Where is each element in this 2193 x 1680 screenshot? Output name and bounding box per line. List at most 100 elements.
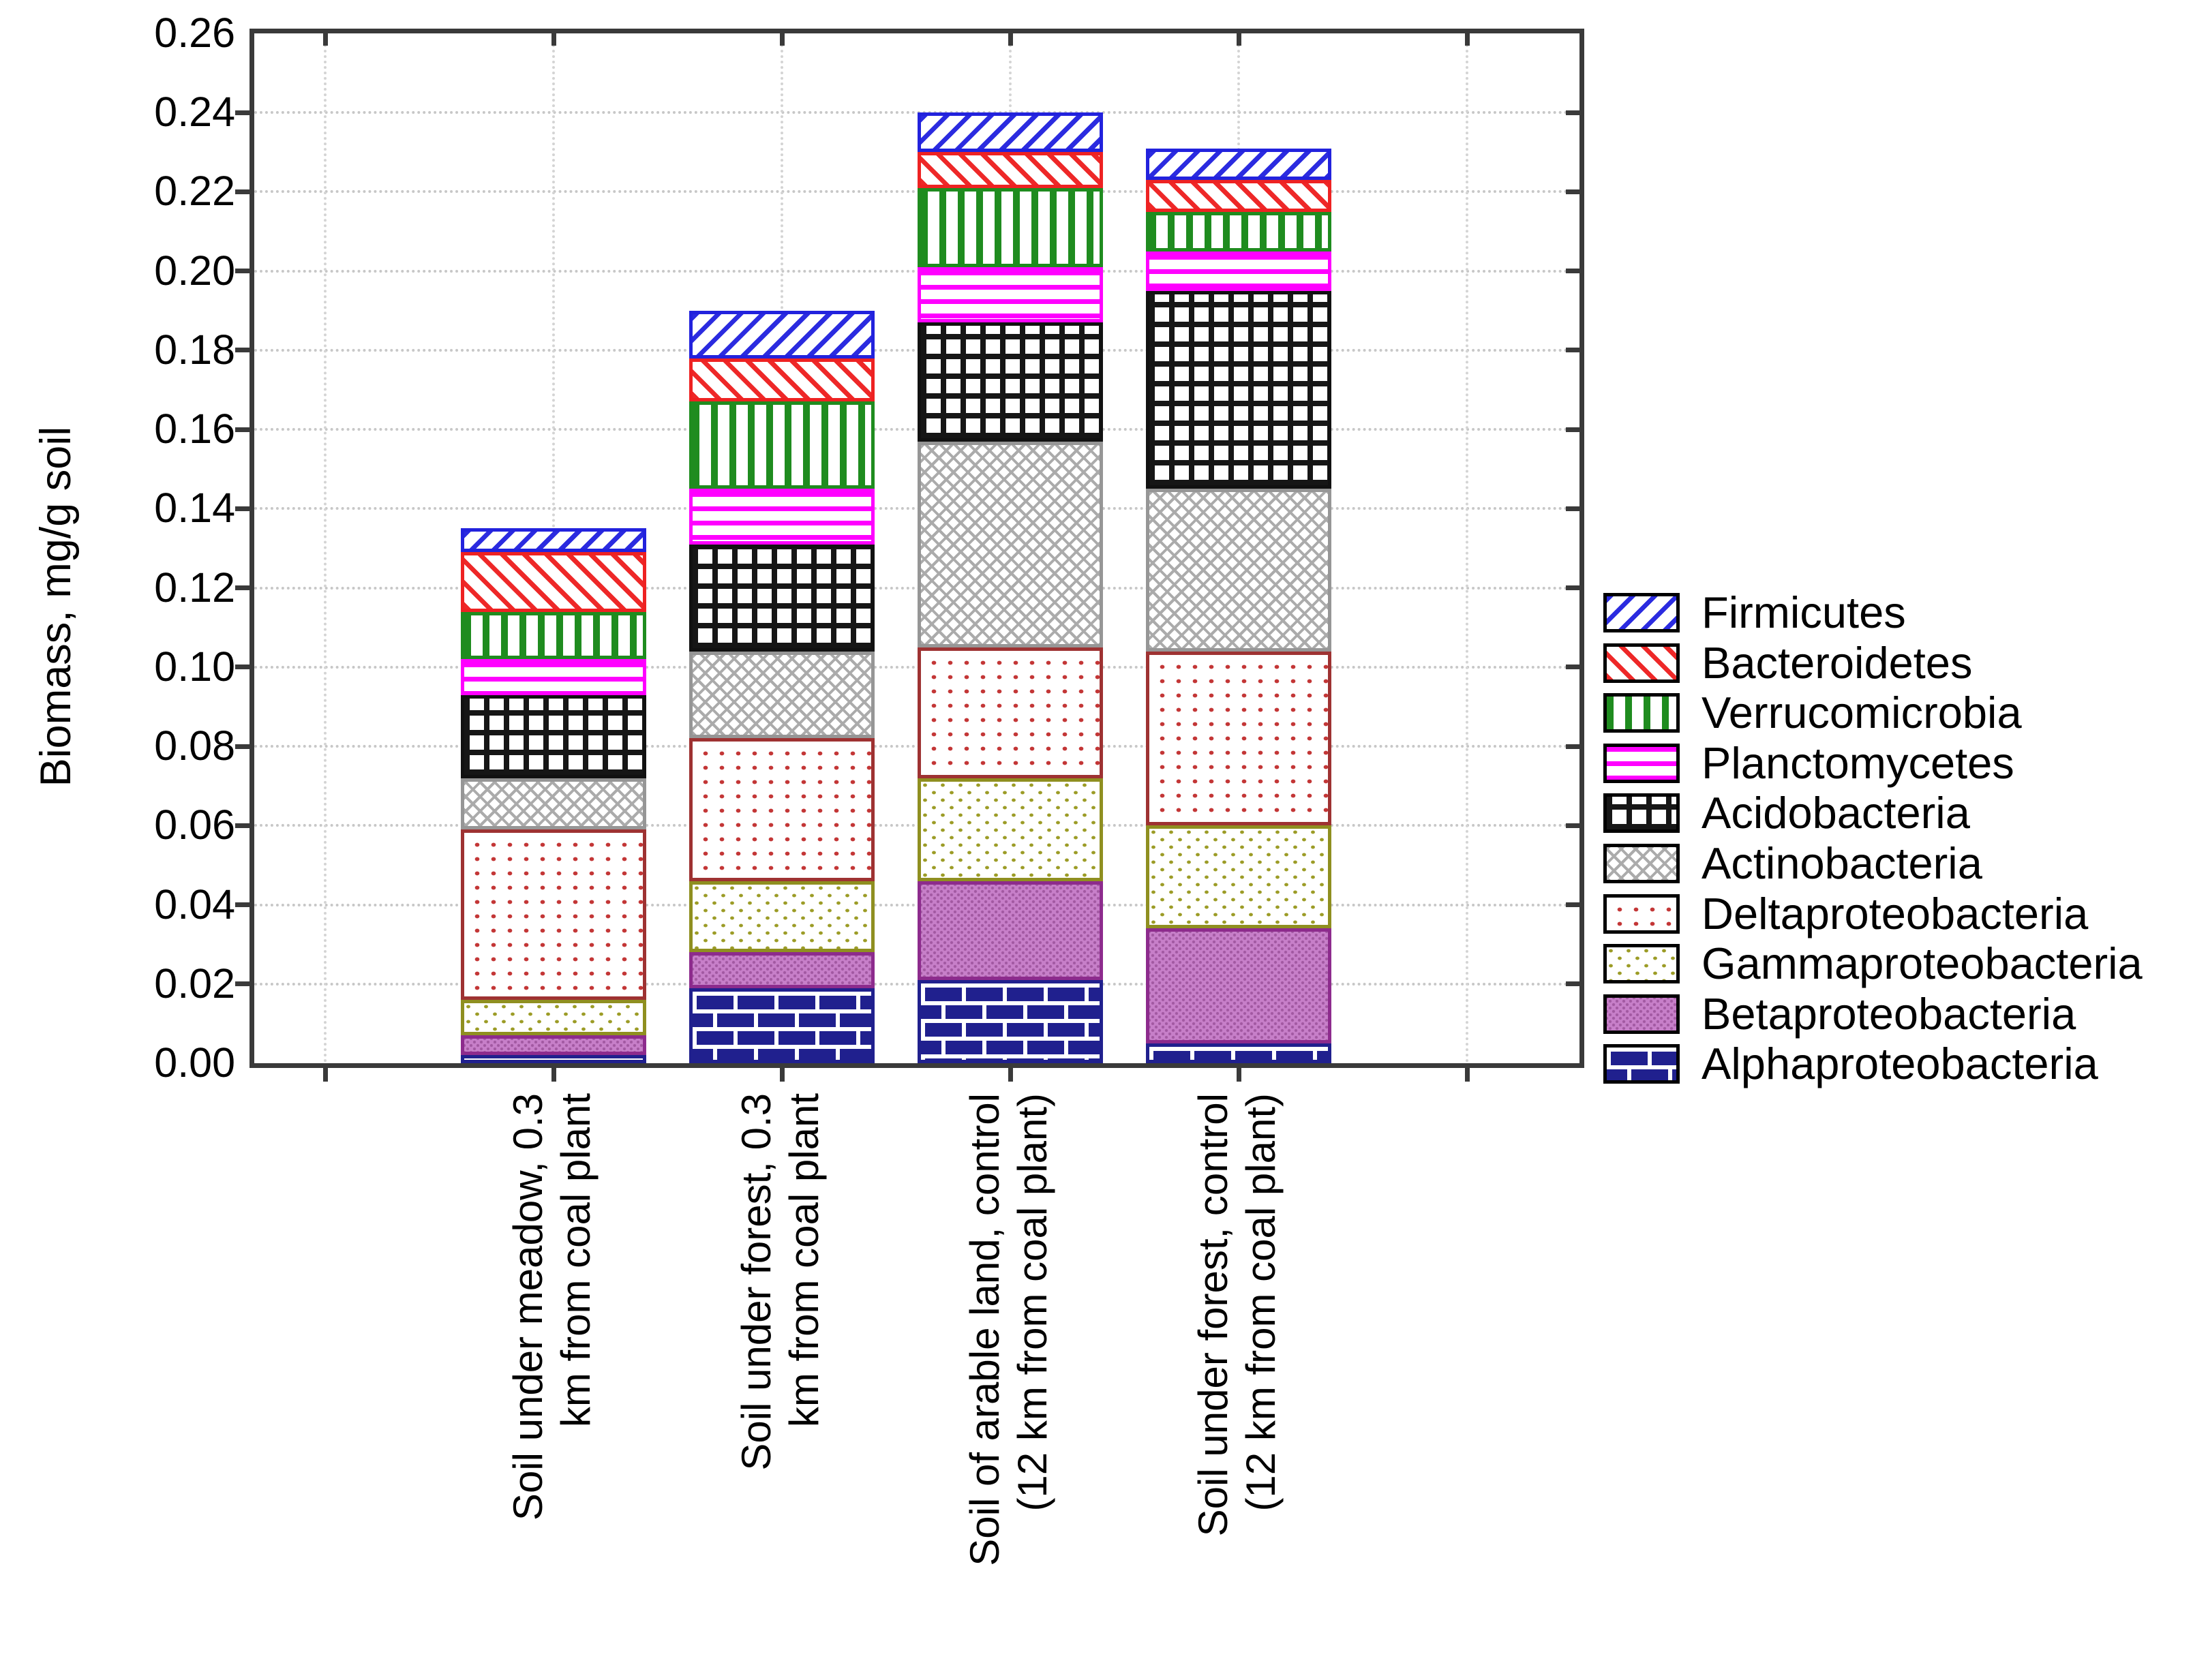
y-axis-tick-label: 0.00 (154, 1039, 235, 1086)
x-axis-label-cat4: Soil under forest, control (12 km from co… (1190, 1093, 1762, 1536)
x-axis-bottom-tick (1236, 1068, 1241, 1082)
plot-area (249, 29, 1584, 1068)
legend-label-verrucomicrobia: Verrucomicrobia (1702, 688, 2022, 738)
y-axis-right-tick (1566, 823, 1579, 828)
legend-label-gammaproteobacteria: Gammaproteobacteria (1702, 938, 2143, 989)
bar-segment-planctomycetes-cat2 (689, 489, 875, 545)
x-axis-top-tick (1464, 33, 1470, 46)
bar-segment-alphaproteobacteria-cat4 (1146, 1043, 1331, 1063)
bar-segment-gammaproteobacteria-cat1 (461, 1000, 646, 1036)
x-axis-bottom-tick (1464, 1068, 1470, 1082)
bar-segment-actinobacteria-cat2 (689, 651, 875, 739)
bar-segment-firmicutes-cat1 (461, 528, 646, 553)
bar-segment-betaproteobacteria-cat3 (918, 881, 1103, 980)
actinobacteria-swatch (1603, 844, 1680, 883)
y-axis-title: Biomass, mg/g soil (32, 426, 80, 787)
gridline-horizontal (254, 428, 1579, 431)
y-axis-tick-label: 0.10 (154, 643, 235, 690)
x-axis-bottom-tick (1008, 1068, 1013, 1082)
bar-segment-firmicutes-cat4 (1146, 148, 1331, 181)
bar-segment-acidobacteria-cat2 (689, 544, 875, 652)
bar-segment-betaproteobacteria-cat1 (461, 1035, 646, 1056)
planctomycetes-swatch (1603, 743, 1680, 783)
bar-segment-bacteroidetes-cat1 (461, 552, 646, 612)
y-axis-left-tick (235, 506, 250, 511)
y-axis-tick-label: 0.08 (154, 722, 235, 769)
y-axis-tick-label: 0.24 (154, 89, 235, 136)
y-axis-tick-label: 0.16 (154, 406, 235, 453)
gridline-horizontal (254, 903, 1579, 906)
y-axis-right-tick (1566, 665, 1579, 670)
y-axis-left-tick (235, 348, 250, 353)
gridline-horizontal (254, 586, 1579, 590)
x-axis-bottom-tick (322, 1068, 328, 1082)
x-axis-label-text: Soil under forest, control (12 km from co… (1190, 1093, 1284, 1537)
y-axis-tick-label: 0.12 (154, 564, 235, 611)
bar-segment-gammaproteobacteria-cat3 (918, 778, 1103, 881)
bar-segment-betaproteobacteria-cat2 (689, 952, 875, 988)
bar-segment-bacteroidetes-cat2 (689, 358, 875, 402)
y-axis-right-tick (1566, 348, 1579, 353)
bar-segment-verrucomicrobia-cat2 (689, 401, 875, 489)
bar-segment-deltaproteobacteria-cat1 (461, 829, 646, 1001)
bar-segment-bacteroidetes-cat3 (918, 152, 1103, 188)
y-axis-right-tick (1566, 981, 1579, 987)
alphaproteobacteria-swatch (1603, 1044, 1680, 1084)
gridline-horizontal (254, 348, 1579, 352)
x-axis-label-text: Soil under meadow, 0.3 km from coal plant (505, 1093, 599, 1521)
bar-segment-acidobacteria-cat4 (1146, 290, 1331, 489)
bar-segment-acidobacteria-cat1 (461, 694, 646, 778)
firmicutes-swatch (1603, 593, 1680, 632)
y-axis-left-tick (235, 823, 250, 828)
bar-segment-verrucomicrobia-cat1 (461, 611, 646, 660)
bar-segment-alphaproteobacteria-cat2 (689, 988, 875, 1063)
legend-label-acidobacteria: Acidobacteria (1702, 788, 1970, 838)
bar-segment-planctomycetes-cat4 (1146, 251, 1331, 291)
y-axis-left-tick (235, 585, 250, 591)
y-axis-tick-label: 0.18 (154, 326, 235, 373)
gridline-vertical (324, 33, 327, 1063)
bar-segment-planctomycetes-cat3 (918, 266, 1103, 323)
legend-label-bacteroidetes: Bacteroidetes (1702, 637, 1973, 688)
y-axis-right-tick (1566, 269, 1579, 274)
y-axis-right-tick (1566, 902, 1579, 908)
bar-segment-gammaproteobacteria-cat4 (1146, 825, 1331, 929)
gammaproteobacteria-swatch (1603, 944, 1680, 984)
y-axis-tick-label: 0.14 (154, 485, 235, 532)
x-axis-top-tick (551, 33, 556, 46)
legend-label-actinobacteria: Actinobacteria (1702, 838, 1982, 888)
legend-label-alphaproteobacteria: Alphaproteobacteria (1702, 1039, 2098, 1089)
bacteroidetes-swatch (1603, 643, 1680, 683)
gridline-horizontal (254, 190, 1579, 194)
gridline-horizontal (254, 269, 1579, 273)
gridline-horizontal (254, 745, 1579, 748)
x-axis-label-text: Soil of arable land, control (12 km from … (962, 1093, 1055, 1566)
bar-segment-alphaproteobacteria-cat1 (461, 1055, 646, 1063)
gridline-horizontal (254, 665, 1579, 669)
bar-segment-alphaproteobacteria-cat3 (918, 979, 1103, 1063)
x-axis-top-tick (779, 33, 785, 46)
x-axis-top-tick (1236, 33, 1241, 46)
bar-segment-acidobacteria-cat3 (918, 322, 1103, 442)
bar-segment-actinobacteria-cat3 (918, 441, 1103, 647)
bar-segment-deltaproteobacteria-cat2 (689, 738, 875, 881)
deltaproteobacteria-swatch (1603, 894, 1680, 934)
y-axis-right-tick (1566, 506, 1579, 511)
legend-label-betaproteobacteria: Betaproteobacteria (1702, 988, 2076, 1039)
gridline-horizontal (254, 824, 1579, 827)
y-axis-left-tick (235, 665, 250, 670)
legend-label-deltaproteobacteria: Deltaproteobacteria (1702, 888, 2089, 938)
y-axis-left-tick (235, 427, 250, 432)
bar-segment-gammaproteobacteria-cat2 (689, 881, 875, 953)
bar-segment-actinobacteria-cat1 (461, 778, 646, 830)
y-axis-tick-label: 0.22 (154, 168, 235, 215)
bar-segment-deltaproteobacteria-cat3 (918, 647, 1103, 778)
y-axis-right-tick (1566, 110, 1579, 115)
betaproteobacteria-swatch (1603, 994, 1680, 1034)
gridline-horizontal (254, 982, 1579, 986)
bar-segment-firmicutes-cat2 (689, 310, 875, 358)
x-axis-top-tick (322, 33, 328, 46)
bar-segment-actinobacteria-cat4 (1146, 489, 1331, 652)
bar-segment-bacteroidetes-cat4 (1146, 180, 1331, 212)
